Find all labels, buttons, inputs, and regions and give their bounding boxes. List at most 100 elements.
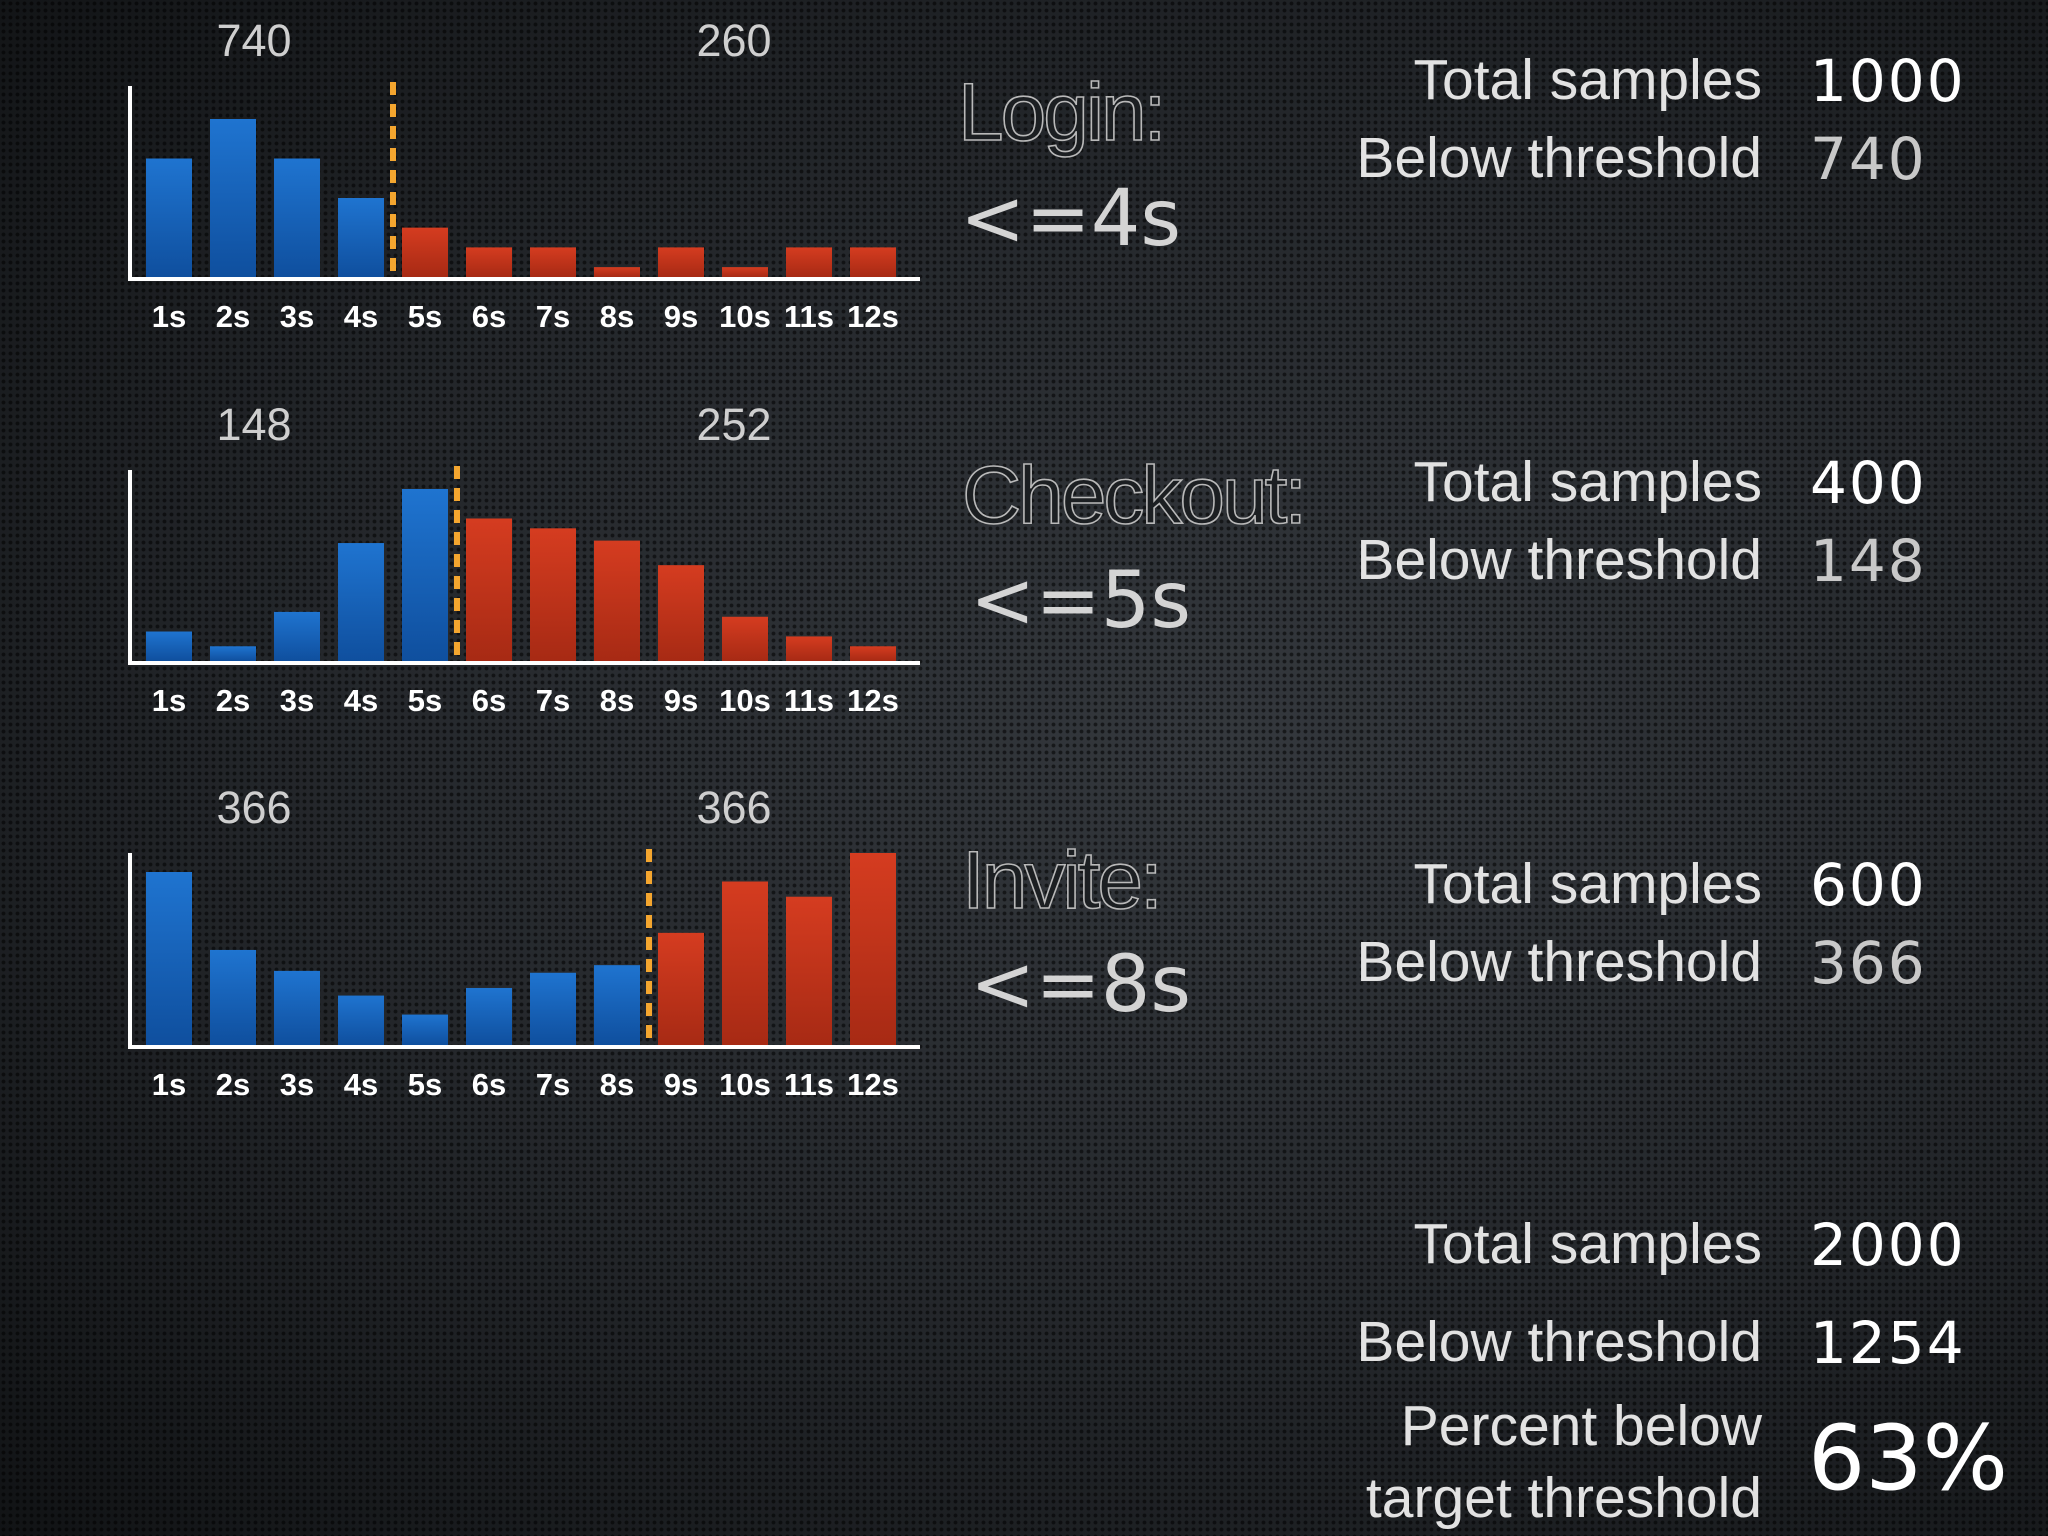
checkout-below-threshold-value: 148 xyxy=(1810,527,1927,595)
login-threshold: <=4s xyxy=(960,174,1181,264)
invite-threshold: <=8s xyxy=(970,940,1191,1030)
login-title: Login: xyxy=(957,67,1167,158)
bar-above-threshold-11s xyxy=(786,896,832,1045)
summary-percent-label-line1: Percent below xyxy=(1400,1394,1762,1458)
x-tick-label: 2s xyxy=(216,1067,250,1102)
summary-total-samples-label: Total samples xyxy=(1413,1212,1763,1276)
x-tick-label: 6s xyxy=(472,683,506,718)
bar-above-threshold-12s xyxy=(850,646,896,661)
summary-below-threshold-label: Below threshold xyxy=(1356,1310,1762,1374)
summary-percent-label: Percent below target threshold xyxy=(1366,1390,1762,1534)
bar-above-threshold-9s xyxy=(658,247,704,277)
x-tick-label: 12s xyxy=(847,1067,899,1102)
bar-above-threshold-10s xyxy=(722,616,768,661)
x-tick-label: 2s xyxy=(216,299,250,334)
x-tick-label: 11s xyxy=(784,299,834,334)
x-tick-label: 7s xyxy=(536,683,570,718)
invite-total-samples-value: 600 xyxy=(1810,851,1927,919)
x-tick-label: 4s xyxy=(344,1067,378,1102)
x-tick-label: 1s xyxy=(152,1067,186,1102)
x-tick-label: 7s xyxy=(536,299,570,334)
bar-above-threshold-9s xyxy=(658,932,704,1045)
bar-above-threshold-8s xyxy=(594,267,640,277)
bar-below-threshold-4s xyxy=(338,543,384,661)
bar-above-threshold-6s xyxy=(466,247,512,277)
x-tick-label: 12s xyxy=(847,683,899,718)
below-threshold-count: 148 xyxy=(216,399,291,450)
invite-below-threshold-label: Below threshold xyxy=(1356,930,1762,994)
bar-below-threshold-6s xyxy=(466,987,512,1045)
x-tick-label: 11s xyxy=(784,1067,834,1102)
bar-above-threshold-7s xyxy=(530,528,576,661)
x-tick-label: 3s xyxy=(280,1067,314,1102)
bar-below-threshold-2s xyxy=(210,949,256,1045)
bar-below-threshold-8s xyxy=(594,965,640,1045)
histogram-3: 1s 2s 3s 4s 5s 6s 7s 8s 9s 10s 11s 12s 366 366 xyxy=(128,782,920,1102)
x-tick-label: 1s xyxy=(152,299,186,334)
login-total-samples-label: Total samples xyxy=(1413,48,1763,112)
x-tick-label: 4s xyxy=(344,683,378,718)
checkout-threshold: <=5s xyxy=(970,556,1191,646)
bar-above-threshold-9s xyxy=(658,565,704,661)
login-below-threshold-value: 740 xyxy=(1810,125,1927,193)
bar-above-threshold-8s xyxy=(594,540,640,661)
x-tick-label: 10s xyxy=(719,1067,771,1102)
x-tick-label: 1s xyxy=(152,683,186,718)
bar-below-threshold-4s xyxy=(338,198,384,277)
x-tick-label: 9s xyxy=(664,683,698,718)
x-tick-label: 5s xyxy=(408,1067,442,1102)
bar-above-threshold-6s xyxy=(466,518,512,661)
below-threshold-count: 366 xyxy=(216,782,291,833)
bar-below-threshold-3s xyxy=(274,970,320,1045)
bar-below-threshold-4s xyxy=(338,995,384,1045)
bar-below-threshold-7s xyxy=(530,972,576,1045)
bar-below-threshold-2s xyxy=(210,119,256,277)
bar-below-threshold-5s xyxy=(402,489,448,661)
above-threshold-count: 366 xyxy=(696,782,771,833)
bar-below-threshold-5s xyxy=(402,1014,448,1045)
x-tick-label: 8s xyxy=(600,1067,634,1102)
invite-title: Invite: xyxy=(961,835,1163,926)
checkout-title: Checkout: xyxy=(961,450,1308,541)
bar-below-threshold-2s xyxy=(210,646,256,661)
bar-below-threshold-1s xyxy=(146,872,192,1045)
bar-above-threshold-5s xyxy=(402,227,448,277)
invite-total-samples-label: Total samples xyxy=(1413,852,1763,916)
x-tick-label: 9s xyxy=(664,1067,698,1102)
histogram-2: 1s 2s 3s 4s 5s 6s 7s 8s 9s 10s 11s 12s 148 252 xyxy=(128,399,920,718)
x-tick-label: 12s xyxy=(847,299,899,334)
x-tick-label: 10s xyxy=(719,299,771,334)
x-tick-label: 3s xyxy=(280,299,314,334)
x-tick-label: 8s xyxy=(600,683,634,718)
bar-above-threshold-11s xyxy=(786,636,832,661)
bar-below-threshold-3s xyxy=(274,158,320,277)
above-threshold-count: 252 xyxy=(696,399,771,450)
x-tick-label: 6s xyxy=(472,1067,506,1102)
bar-below-threshold-1s xyxy=(146,158,192,277)
login-below-threshold-label: Below threshold xyxy=(1356,126,1762,190)
x-tick-label: 6s xyxy=(472,299,506,334)
bar-below-threshold-3s xyxy=(274,611,320,661)
summary-total-samples-value: 2000 xyxy=(1810,1211,1966,1279)
x-tick-label: 4s xyxy=(344,299,378,334)
bar-above-threshold-12s xyxy=(850,247,896,277)
bar-above-threshold-7s xyxy=(530,247,576,277)
summary-percent-value: 63% xyxy=(1808,1406,2009,1511)
below-threshold-count: 740 xyxy=(216,15,291,66)
x-tick-label: 9s xyxy=(664,299,698,334)
above-threshold-count: 260 xyxy=(696,15,771,66)
checkout-total-samples-value: 400 xyxy=(1810,449,1927,517)
histogram-1: 1s 2s 3s 4s 5s 6s 7s 8s 9s 10s 11s 12s 740 260 xyxy=(128,15,920,334)
bar-above-threshold-10s xyxy=(722,267,768,277)
login-total-samples-value: 1000 xyxy=(1810,47,1966,115)
x-tick-label: 3s xyxy=(280,683,314,718)
checkout-below-threshold-label: Below threshold xyxy=(1356,528,1762,592)
x-tick-label: 7s xyxy=(536,1067,570,1102)
x-tick-label: 5s xyxy=(408,683,442,718)
summary-below-threshold-value: 1254 xyxy=(1810,1309,1966,1377)
summary-percent-label-line2: target threshold xyxy=(1365,1466,1762,1530)
x-tick-label: 8s xyxy=(600,299,634,334)
x-tick-label: 10s xyxy=(719,683,771,718)
x-tick-label: 5s xyxy=(408,299,442,334)
